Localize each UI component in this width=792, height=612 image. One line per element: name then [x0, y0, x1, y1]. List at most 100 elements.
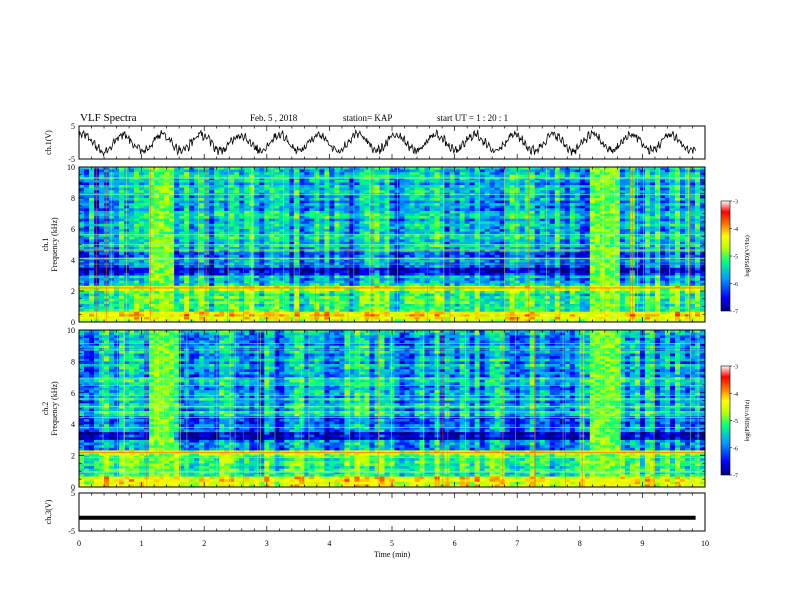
spectrogram-cell — [309, 288, 315, 292]
spectrogram-cell — [259, 177, 265, 181]
spectrogram-cell — [129, 213, 135, 217]
spectrogram-cell — [164, 296, 170, 300]
spectrogram-cell — [284, 167, 290, 170]
spectrogram-cell — [449, 195, 455, 199]
spectrogram-cell — [274, 241, 280, 245]
spectrogram-cell — [154, 265, 160, 269]
spectrogram-cell — [124, 208, 130, 212]
spectrogram-cell — [299, 234, 305, 238]
spectrogram-cell — [344, 185, 350, 189]
spectrogram-cell — [364, 177, 370, 181]
spectrogram-cell — [204, 190, 210, 194]
spectrogram-cell — [429, 216, 435, 220]
spectrogram-cell — [274, 231, 280, 235]
spectrogram-cell — [359, 203, 365, 207]
spectrogram-cell — [464, 172, 471, 176]
spectrogram-cell — [299, 236, 305, 240]
spectrogram-cell — [164, 169, 170, 173]
spectrogram-cell — [144, 303, 150, 307]
spectrogram-cell — [414, 172, 420, 176]
spectrogram-cell — [89, 226, 95, 230]
spectrogram-cell — [79, 234, 85, 238]
spectrogram-cell — [259, 187, 265, 191]
spectrogram-cell — [479, 270, 486, 274]
spectrogram-cell — [149, 236, 155, 240]
spectrogram-cell — [439, 172, 445, 176]
spectrogram-cell — [474, 244, 481, 248]
spectrogram-cell — [79, 298, 85, 302]
spectrogram-cell — [284, 182, 290, 186]
spectrogram-cell — [419, 234, 425, 238]
spectrogram-cell — [334, 252, 340, 256]
spectrogram-cell — [114, 226, 120, 230]
spectrogram-cell — [344, 244, 350, 248]
spectrogram-cell — [164, 208, 170, 212]
spectrogram-cell — [414, 280, 420, 284]
spectrogram-cell — [114, 283, 120, 287]
spectrogram-cell — [419, 172, 425, 176]
spectrogram-cell — [349, 293, 355, 297]
spectrogram-cell — [454, 303, 461, 307]
spectrogram-cell — [264, 174, 270, 178]
spectrogram-cell — [204, 221, 210, 225]
spectrogram-cell — [184, 216, 190, 220]
spectrogram-cell — [199, 293, 205, 297]
spectrogram-cell — [99, 280, 105, 284]
spectrogram-cell — [324, 241, 330, 245]
spectrogram-cell — [194, 216, 200, 220]
spectrogram-cell — [134, 293, 140, 297]
spectrogram-cell — [409, 301, 415, 305]
spectrogram-cell — [259, 254, 265, 258]
spectrogram-cell — [334, 226, 340, 230]
spectrogram-cell — [344, 226, 350, 230]
spectrogram-cell — [434, 298, 440, 302]
spectrogram-cell — [399, 288, 405, 292]
spectrogram-cell — [224, 314, 230, 318]
spectrogram-cell — [149, 296, 155, 300]
spectrogram-cell — [274, 311, 280, 315]
spectrogram-cell — [184, 169, 190, 173]
spectrogram-cell — [289, 195, 295, 199]
spectrogram-cell — [359, 314, 365, 318]
spectrogram-cell — [444, 205, 450, 209]
spectrogram-cell — [354, 221, 360, 225]
spectrogram-cell — [334, 179, 340, 183]
spectrogram-cell — [299, 247, 305, 251]
spectrogram-cell — [454, 169, 461, 173]
spectrogram-cell — [399, 265, 405, 269]
spectrogram-cell — [119, 311, 125, 315]
spectrogram-cell — [164, 221, 170, 225]
spectrogram-cell — [404, 254, 410, 258]
spectrogram-cell — [359, 239, 365, 243]
spectrogram-cell — [109, 241, 115, 245]
spectrogram-cell — [229, 239, 235, 243]
spectrogram-cell — [229, 195, 235, 199]
spectrogram-cell — [409, 216, 415, 220]
spectrogram-cell — [109, 303, 115, 307]
spectrogram-cell — [349, 311, 355, 315]
spectrogram-cell — [304, 291, 310, 294]
spectrogram-cell — [204, 205, 210, 209]
spectrogram-cell — [164, 234, 170, 238]
spectrogram-cell — [194, 195, 200, 199]
spectrogram-cell — [194, 280, 200, 284]
spectrogram-cell — [454, 213, 461, 217]
spectrogram-cell — [79, 200, 85, 204]
spectrogram-cell — [444, 195, 450, 199]
spectrogram-cell — [404, 200, 410, 204]
spectrogram-cell — [464, 190, 471, 194]
spectrogram-cell — [149, 291, 155, 294]
spectrogram-cell — [259, 314, 265, 318]
spectrogram-cell — [344, 241, 350, 245]
spectrogram-cell — [479, 205, 486, 209]
spectrogram-cell — [209, 174, 215, 178]
spectrogram-cell — [149, 223, 155, 227]
spectrogram-cell — [384, 298, 390, 302]
spectrogram-cell — [439, 210, 445, 214]
spectrogram-cell — [84, 210, 90, 214]
spectrogram-cell — [194, 200, 200, 204]
spectrogram-cell — [479, 267, 486, 271]
spectrogram-cell — [264, 239, 270, 243]
spectrogram-cell — [319, 306, 325, 310]
spectrogram-cell — [199, 208, 205, 212]
